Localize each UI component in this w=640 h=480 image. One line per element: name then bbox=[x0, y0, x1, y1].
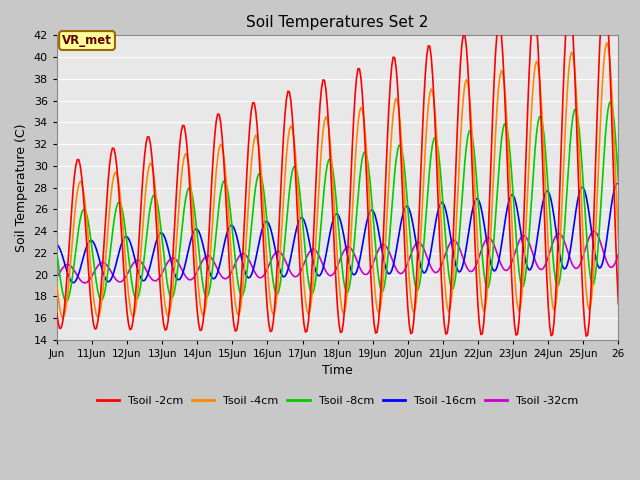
Tsoil -16cm bbox=[351, 272, 359, 277]
Tsoil -32cm bbox=[351, 253, 359, 259]
Tsoil -16cm bbox=[69, 280, 77, 286]
Tsoil -8cm bbox=[607, 99, 615, 105]
Tsoil -4cm bbox=[351, 159, 359, 165]
Line: Tsoil -16cm: Tsoil -16cm bbox=[57, 183, 618, 283]
Tsoil -16cm bbox=[53, 241, 61, 247]
Tsoil -4cm bbox=[603, 40, 611, 46]
Tsoil -8cm bbox=[445, 271, 452, 276]
Tsoil -16cm bbox=[614, 181, 622, 187]
X-axis label: Time: Time bbox=[322, 364, 353, 377]
Tsoil -8cm bbox=[104, 267, 112, 273]
Legend: Tsoil -2cm, Tsoil -4cm, Tsoil -8cm, Tsoil -16cm, Tsoil -32cm: Tsoil -2cm, Tsoil -4cm, Tsoil -8cm, Tsoi… bbox=[93, 391, 582, 410]
Tsoil -4cm bbox=[428, 86, 435, 92]
Tsoil -8cm bbox=[285, 189, 293, 195]
Tsoil -2cm bbox=[66, 229, 74, 235]
Line: Tsoil -8cm: Tsoil -8cm bbox=[57, 102, 618, 301]
Tsoil -32cm bbox=[614, 252, 622, 257]
Tsoil -16cm bbox=[104, 279, 112, 285]
Tsoil -2cm bbox=[426, 43, 433, 49]
Tsoil -2cm bbox=[582, 333, 590, 339]
Tsoil -16cm bbox=[613, 180, 621, 186]
Tsoil -32cm bbox=[428, 264, 435, 270]
Tsoil -4cm bbox=[614, 237, 622, 242]
Tsoil -8cm bbox=[351, 229, 359, 235]
Tsoil -16cm bbox=[445, 222, 452, 228]
Tsoil -32cm bbox=[285, 267, 293, 273]
Tsoil -2cm bbox=[444, 330, 451, 336]
Text: VR_met: VR_met bbox=[62, 34, 112, 47]
Tsoil -2cm bbox=[614, 301, 622, 307]
Tsoil -8cm bbox=[428, 151, 435, 156]
Tsoil -32cm bbox=[589, 228, 597, 234]
Line: Tsoil -32cm: Tsoil -32cm bbox=[57, 231, 618, 283]
Tsoil -4cm bbox=[104, 226, 112, 231]
Tsoil -32cm bbox=[104, 264, 112, 269]
Tsoil -16cm bbox=[428, 247, 435, 252]
Tsoil -2cm bbox=[102, 200, 110, 206]
Tsoil -2cm bbox=[350, 115, 358, 121]
Line: Tsoil -4cm: Tsoil -4cm bbox=[57, 43, 618, 318]
Tsoil -8cm bbox=[53, 250, 61, 256]
Tsoil -4cm bbox=[53, 281, 61, 287]
Tsoil -8cm bbox=[68, 281, 76, 287]
Tsoil -4cm bbox=[445, 309, 452, 315]
Tsoil -2cm bbox=[284, 88, 292, 94]
Line: Tsoil -2cm: Tsoil -2cm bbox=[57, 0, 618, 336]
Tsoil -8cm bbox=[62, 298, 70, 304]
Tsoil -32cm bbox=[81, 280, 88, 286]
Title: Soil Temperatures Set 2: Soil Temperatures Set 2 bbox=[246, 15, 429, 30]
Tsoil -4cm bbox=[285, 127, 293, 133]
Tsoil -16cm bbox=[285, 261, 293, 267]
Tsoil -32cm bbox=[53, 275, 61, 280]
Tsoil -32cm bbox=[445, 243, 452, 249]
Y-axis label: Soil Temperature (C): Soil Temperature (C) bbox=[15, 123, 28, 252]
Tsoil -2cm bbox=[53, 311, 61, 316]
Tsoil -4cm bbox=[59, 315, 67, 321]
Tsoil -4cm bbox=[68, 249, 76, 255]
Tsoil -32cm bbox=[66, 263, 74, 268]
Tsoil -8cm bbox=[614, 178, 622, 183]
Tsoil -16cm bbox=[66, 276, 74, 282]
